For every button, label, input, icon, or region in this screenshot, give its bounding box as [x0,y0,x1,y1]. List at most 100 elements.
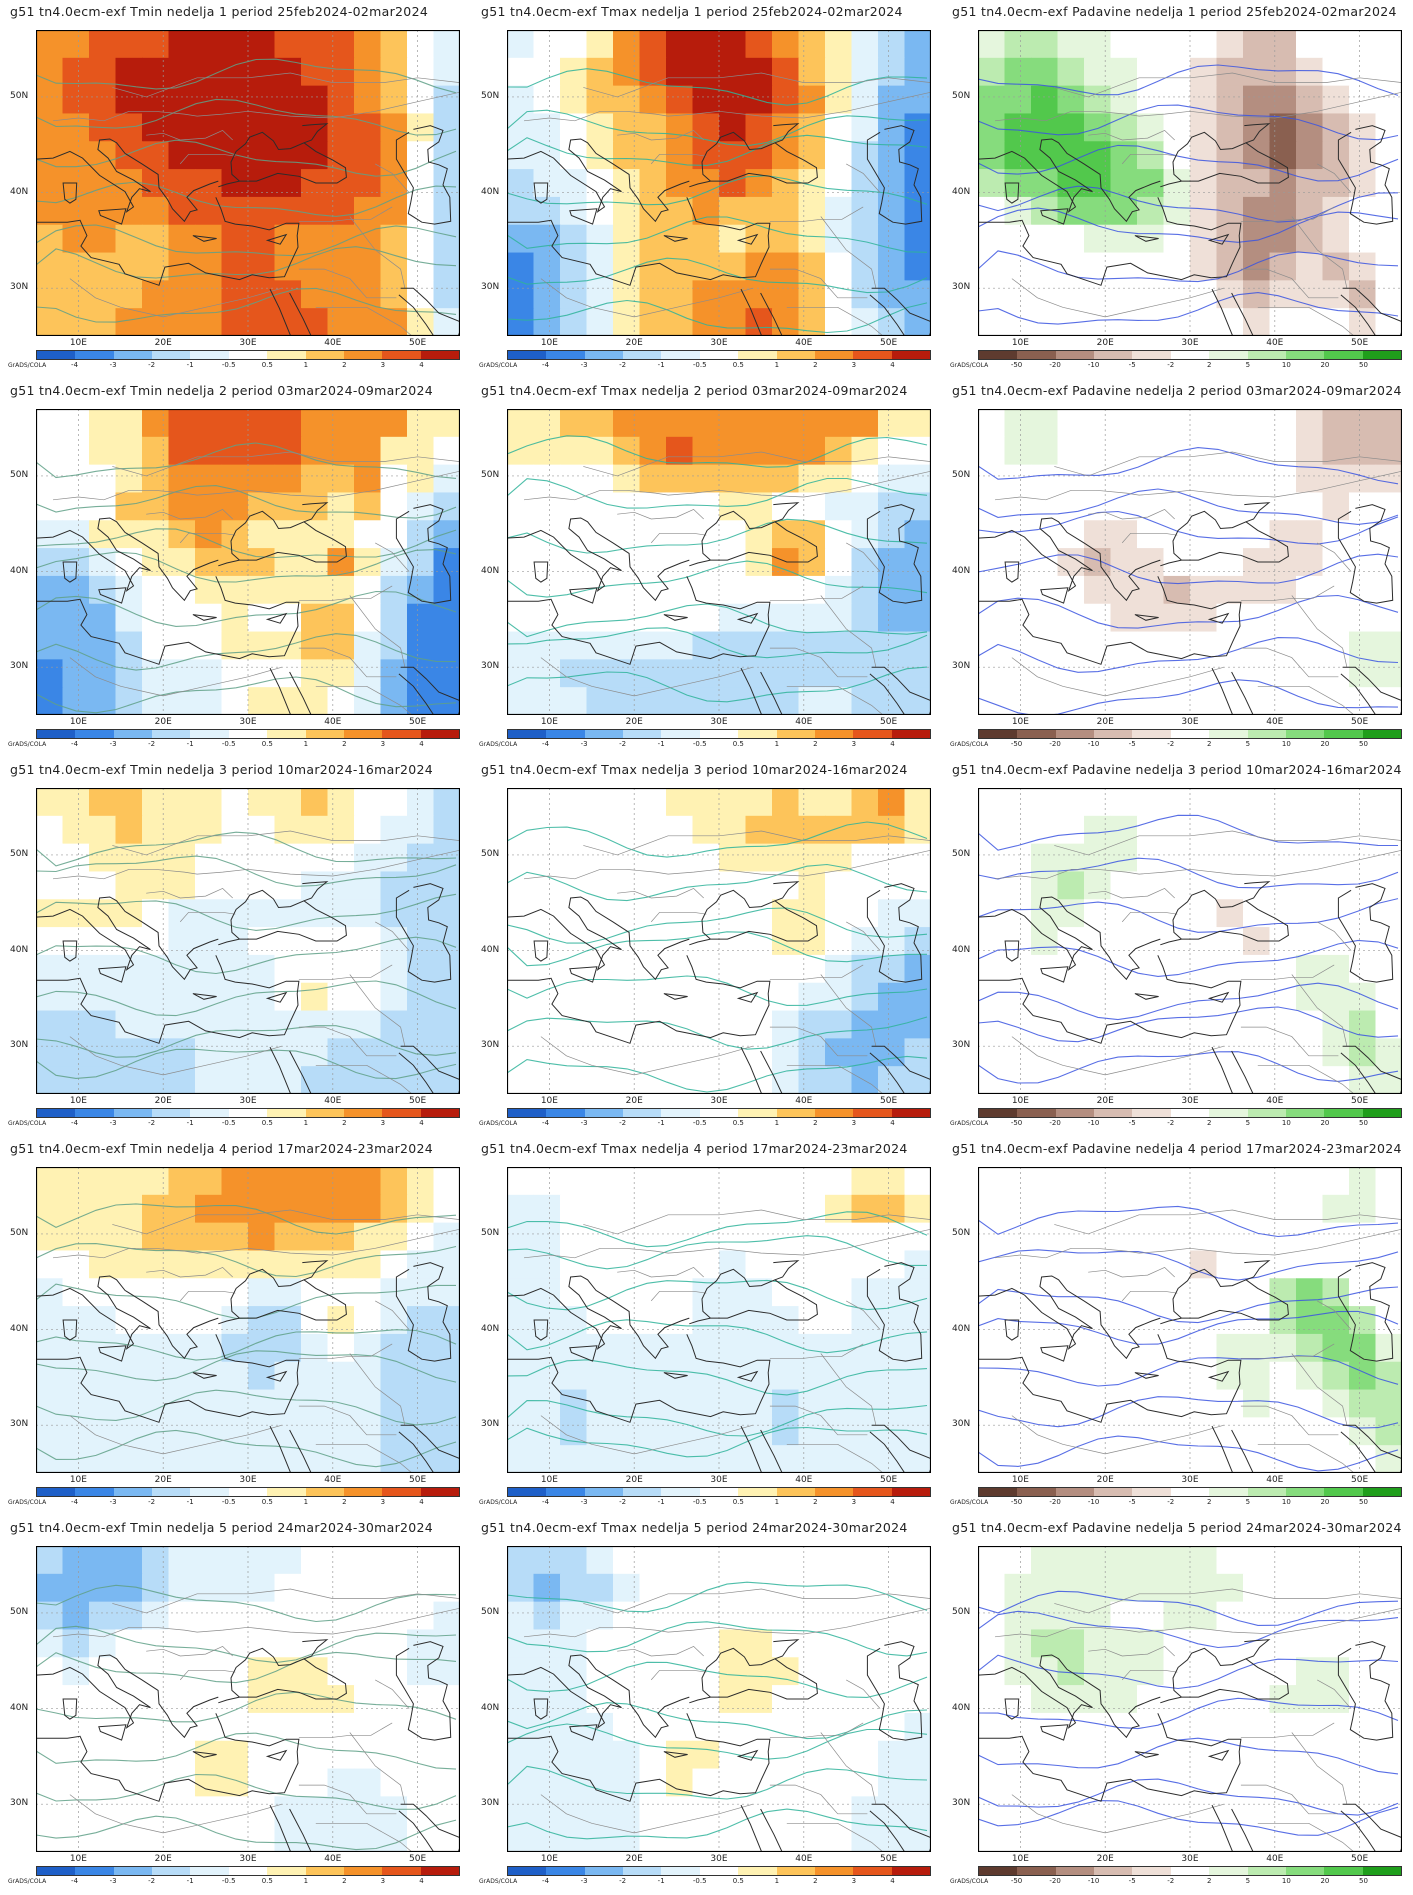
field-cell [433,1657,460,1686]
field-cell [1269,436,1297,466]
field-cell [533,1250,561,1279]
field-cell [904,1657,931,1686]
colorbar-swatch [661,1109,700,1117]
colorbar-label: -2 [619,1119,627,1127]
field-cell [851,1740,879,1770]
field-cell [248,1546,276,1575]
field-cell [1190,687,1218,715]
field-cell [248,169,276,198]
field-cell [1349,1657,1377,1686]
field-cell [36,85,64,115]
field-cell [560,1167,588,1196]
field-cell [692,1038,720,1067]
field-cell [978,169,1006,198]
country-border [375,542,410,572]
field-cell [274,1167,302,1196]
grads-credit: GrADS/COLA [479,741,518,748]
field-cell [533,252,561,281]
field-cell [719,1194,747,1224]
field-cell [1057,1546,1085,1575]
field-cell [1031,1601,1059,1631]
field-cell [1296,308,1324,336]
field-cell [274,1038,302,1067]
coastline [302,881,329,902]
field-cell [142,788,170,817]
field-cell [62,1824,90,1852]
country-border [786,306,884,336]
colorbar-swatch [1209,1488,1248,1496]
lat-tick-label: 40N [481,944,500,955]
contour-line [507,863,928,902]
field-cell [1375,631,1402,660]
field-cell [274,659,302,688]
field-cell [586,954,614,984]
field-cell [1243,1573,1271,1603]
field-cell [560,1796,588,1825]
field-cell [1031,1417,1059,1446]
field-cell [978,1038,1006,1067]
field-cell [745,464,773,494]
field-cell [407,1194,435,1224]
field-cell [1375,1167,1402,1196]
field-cell [1110,788,1138,817]
field-cell [407,954,435,984]
colorbar-labels: -4 -3 -2 -1 -0.5 0.5 1 2 3 4 [36,1119,460,1131]
field-cell [978,575,1006,605]
field-cell [89,1417,117,1446]
field-cell [825,436,853,466]
contour-line [36,1773,457,1810]
field-cell [115,1546,143,1575]
lat-tick-label: 40N [10,565,29,576]
field-cell [904,30,931,59]
lat-tick-label: 40N [952,1702,971,1713]
field-cell [407,464,435,494]
field-cell [1110,1573,1138,1603]
field-cell [666,1222,694,1252]
colorbar-swatch [891,1867,930,1875]
field-cell [433,1167,460,1196]
field-cell [1110,1546,1138,1575]
field-cell [1163,1546,1191,1575]
field-cell [533,1768,561,1797]
field-cell [62,1768,90,1797]
lat-tick-label: 30N [952,1798,971,1809]
field-cell [274,1768,302,1797]
field-cell [878,1167,906,1196]
field-cell [1057,1417,1085,1446]
lon-tick-label: 30E [710,338,728,348]
country-border [298,268,397,299]
field-cell [1031,57,1059,87]
field-cell [560,224,588,254]
field-cell [1004,1389,1032,1418]
field-cell [1057,1573,1085,1603]
field-cell [274,1222,302,1252]
field-cell [142,659,170,688]
field-cell [1084,1417,1112,1446]
field-cell [1296,548,1324,577]
coastline [1231,292,1254,336]
field-cell [533,1167,561,1196]
colorbar-swatch [776,351,815,359]
lon-tick-label: 10E [1011,338,1029,348]
field-cell [904,871,931,900]
field-cell [1269,1768,1297,1797]
field-cell [1190,1629,1218,1658]
field-cell [1216,1601,1244,1631]
map-area [978,1546,1402,1852]
field-cell [560,85,588,115]
field-cell [62,871,90,900]
field-cell [1163,788,1191,817]
field-cell [142,436,170,466]
island-coastline [1040,208,1069,225]
country-border [523,849,931,880]
field-cell [274,1629,302,1658]
field-cell [221,687,249,715]
field-cell [36,169,64,198]
field-cell [380,436,408,466]
field-cell [1296,169,1324,198]
lon-tick-label: 40E [1266,1854,1284,1864]
field-cell [772,1546,800,1575]
country-border [786,1443,884,1473]
field-cell [115,1712,143,1742]
coastline [978,197,1242,286]
